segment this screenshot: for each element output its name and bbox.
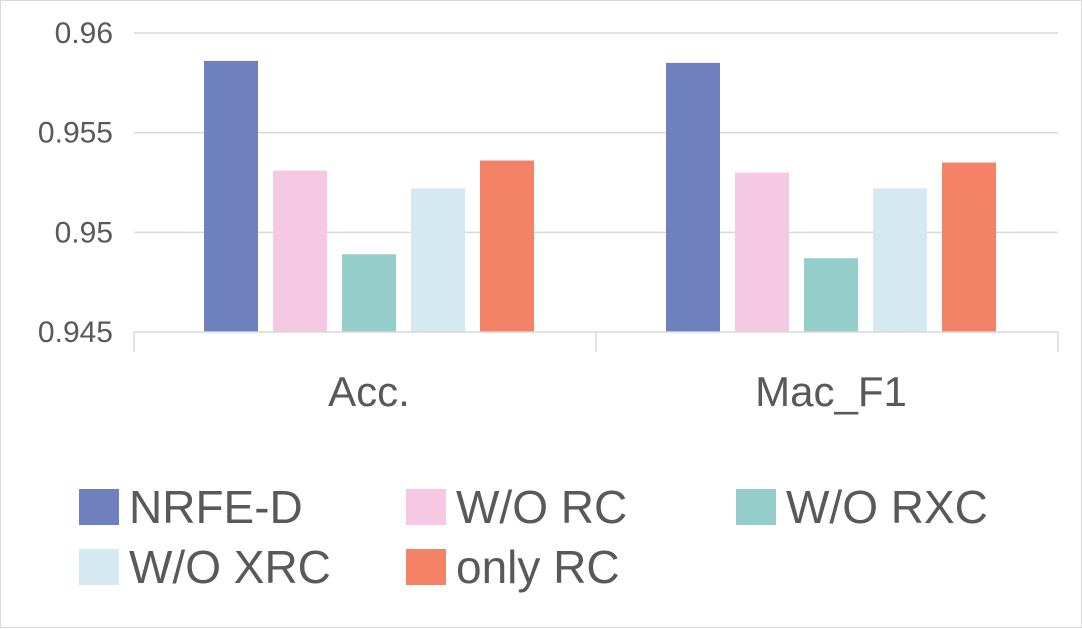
bar-only-rc-1 — [942, 162, 996, 332]
y-axis-ticks: 0.945 0.95 0.955 0.96 — [38, 17, 113, 349]
x-axis-categories: Acc. Mac_F1 — [328, 368, 907, 415]
legend-label: W/O RXC — [786, 481, 988, 533]
legend-label: W/O RC — [456, 481, 627, 533]
bar-w-o-rxc-1 — [804, 258, 858, 332]
legend-swatch — [736, 489, 776, 525]
legend: NRFE-D W/O RC W/O RXC W/O XRC only RC — [79, 481, 988, 593]
bar-w-o-rc-0 — [273, 170, 327, 332]
legend-label: only RC — [456, 541, 620, 593]
bar-nrfe-d-0 — [204, 60, 258, 332]
bar-only-rc-0 — [480, 160, 534, 332]
y-tick-label: 0.96 — [55, 17, 113, 50]
y-tick-label: 0.955 — [38, 117, 113, 150]
legend-swatch — [79, 549, 119, 585]
bars — [204, 60, 996, 333]
x-category-label: Acc. — [328, 368, 410, 415]
bar-w-o-rc-1 — [735, 172, 789, 332]
y-tick-label: 0.945 — [38, 316, 113, 349]
legend-label: W/O XRC — [129, 541, 331, 593]
bar-nrfe-d-1 — [666, 62, 720, 333]
legend-swatch — [406, 489, 446, 525]
x-axis — [133, 331, 1059, 352]
legend-swatch — [79, 489, 119, 525]
y-tick-label: 0.95 — [55, 216, 113, 249]
x-category-label: Mac_F1 — [755, 368, 907, 415]
legend-swatch — [406, 549, 446, 585]
bar-w-o-xrc-0 — [411, 188, 465, 332]
bar-w-o-xrc-1 — [873, 188, 927, 332]
legend-label: NRFE-D — [129, 481, 303, 533]
bar-w-o-rxc-0 — [342, 254, 396, 332]
